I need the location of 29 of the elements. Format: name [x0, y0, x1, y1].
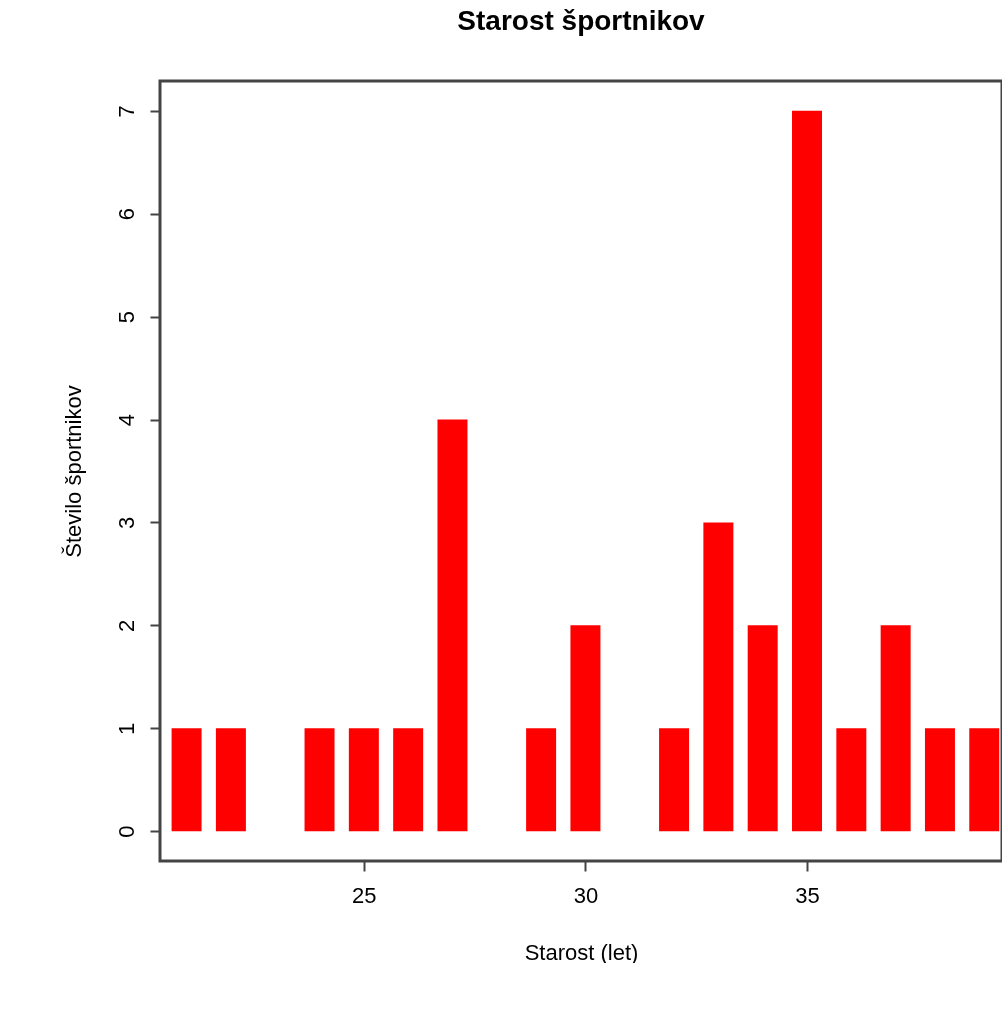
bar: [393, 728, 424, 832]
y-tick-label: 2: [113, 619, 139, 632]
bar: [570, 625, 601, 832]
y-tick-label: 7: [113, 105, 139, 118]
x-tick-label: 25: [352, 882, 377, 908]
y-tick-label: 3: [113, 516, 139, 530]
bar: [526, 728, 557, 832]
bar: [792, 110, 823, 832]
y-tick-label: 5: [113, 311, 139, 324]
bar: [880, 625, 911, 832]
y-tick-label: 1: [113, 722, 139, 735]
bar: [924, 728, 955, 832]
y-tick-label: 6: [113, 208, 139, 221]
bar: [171, 728, 202, 832]
bar: [215, 728, 246, 832]
y-axis-title: Število športnikov: [60, 385, 86, 558]
chart-title: Starost športnikov: [457, 5, 706, 36]
bar: [836, 728, 867, 832]
bar: [437, 419, 468, 832]
bar: [969, 728, 1000, 832]
y-tick-label: 4: [113, 413, 139, 427]
bar: [747, 625, 778, 832]
y-tick-label: 0: [113, 825, 139, 838]
bar: [659, 728, 690, 832]
bar: [304, 728, 335, 832]
bar: [703, 522, 734, 832]
x-tick-label: 35: [795, 882, 820, 908]
bar: [348, 728, 379, 832]
x-tick-label: 30: [573, 882, 599, 908]
